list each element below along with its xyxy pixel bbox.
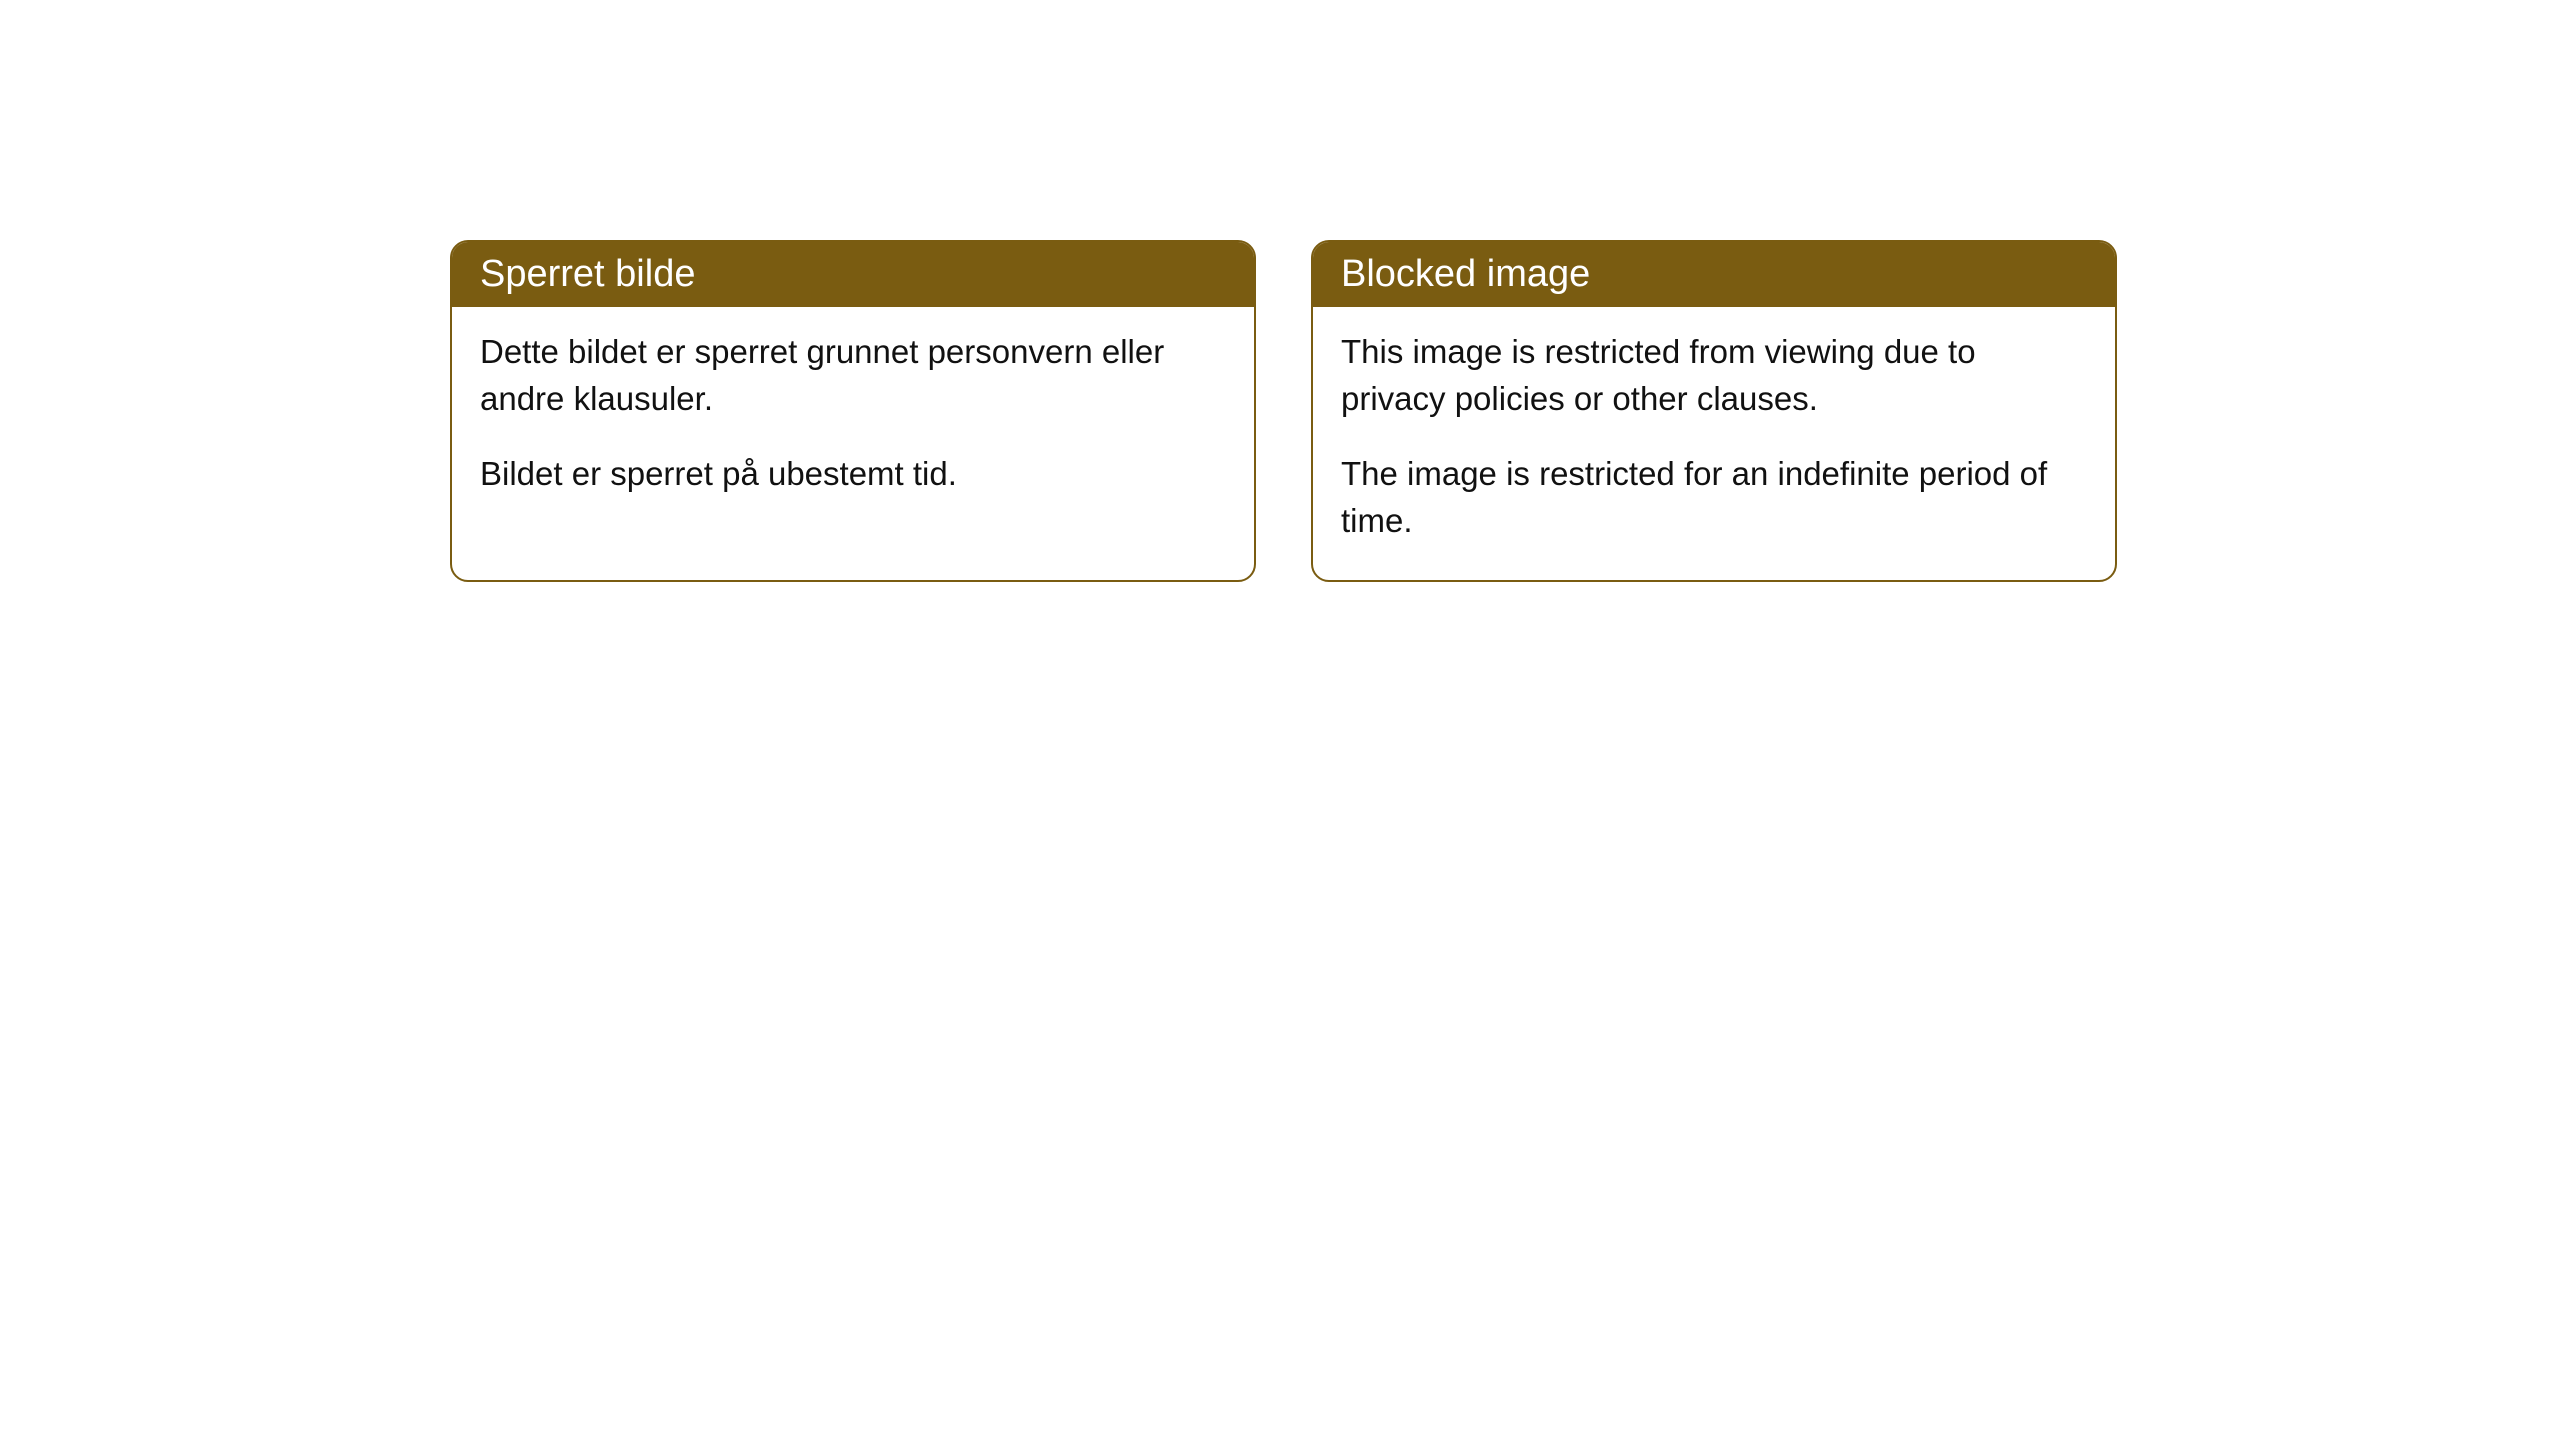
card-body-en: This image is restricted from viewing du…	[1313, 307, 2115, 580]
blocked-image-card-en: Blocked image This image is restricted f…	[1311, 240, 2117, 582]
card-title-no: Sperret bilde	[452, 242, 1254, 307]
card-body-no: Dette bildet er sperret grunnet personve…	[452, 307, 1254, 534]
card-paragraph-no-1: Dette bildet er sperret grunnet personve…	[480, 329, 1226, 423]
card-paragraph-en-1: This image is restricted from viewing du…	[1341, 329, 2087, 423]
card-paragraph-en-2: The image is restricted for an indefinit…	[1341, 451, 2087, 545]
notice-container: Sperret bilde Dette bildet er sperret gr…	[450, 240, 2117, 582]
card-paragraph-no-2: Bildet er sperret på ubestemt tid.	[480, 451, 1226, 498]
card-title-en: Blocked image	[1313, 242, 2115, 307]
blocked-image-card-no: Sperret bilde Dette bildet er sperret gr…	[450, 240, 1256, 582]
